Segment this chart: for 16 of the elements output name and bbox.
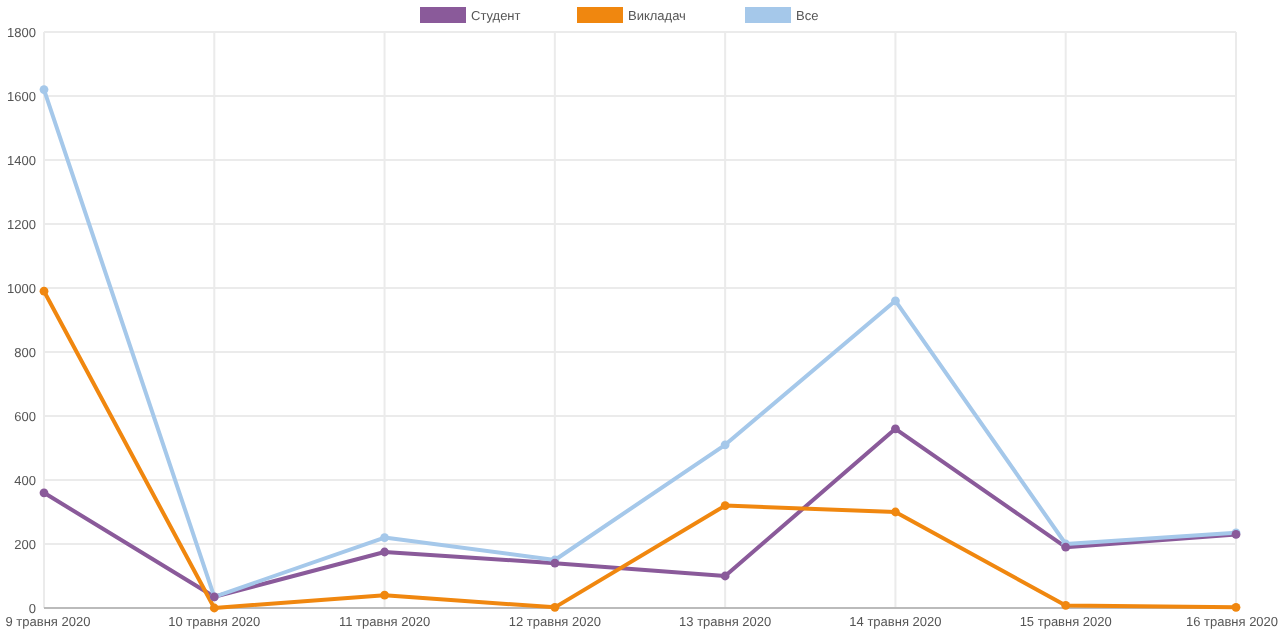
- point: [39, 286, 49, 296]
- point: [1231, 602, 1241, 612]
- point: [720, 571, 730, 581]
- point: [720, 501, 730, 510]
- point: [380, 533, 389, 542]
- point: [380, 590, 389, 600]
- point: [720, 440, 730, 450]
- point: [39, 85, 49, 94]
- point: [891, 424, 900, 434]
- point: [1061, 601, 1071, 610]
- point: [891, 507, 900, 517]
- point: [39, 488, 49, 498]
- point: [380, 547, 389, 557]
- point: [891, 296, 900, 306]
- point: [209, 603, 219, 613]
- point: [550, 602, 560, 612]
